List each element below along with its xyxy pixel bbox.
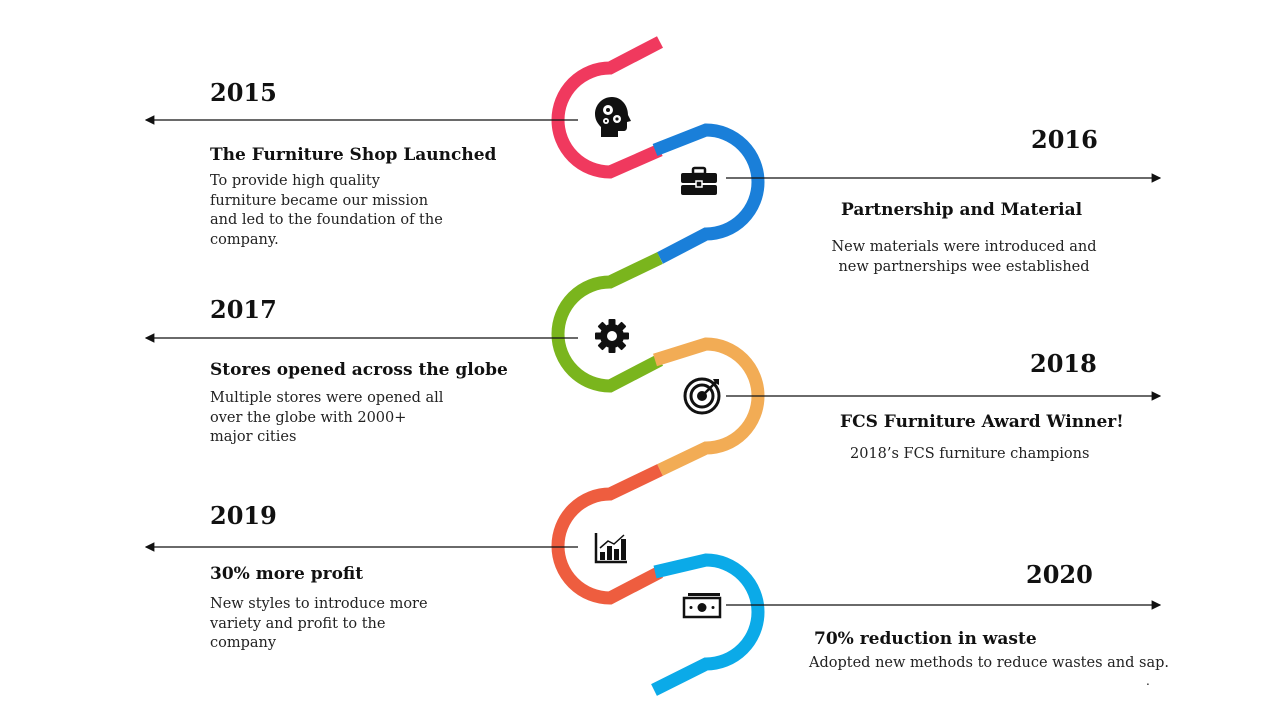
- title-2020: 70% reduction in waste: [814, 629, 1037, 649]
- curve-segment-2019: [551, 464, 663, 605]
- year-2020: 2020: [1026, 560, 1093, 589]
- target-icon: [683, 377, 721, 415]
- title-2018: FCS Furniture Award Winner!: [840, 412, 1124, 432]
- head-gears-icon: [595, 97, 631, 137]
- year-2019: 2019: [210, 501, 277, 530]
- title-2019: 30% more profit: [210, 564, 364, 584]
- gear-icon: [595, 319, 629, 353]
- year-2016: 2016: [1031, 125, 1098, 154]
- year-2018: 2018: [1030, 349, 1097, 378]
- year-2017: 2017: [210, 295, 277, 324]
- title-2016: Partnership and Material: [841, 200, 1083, 220]
- description-2017: Multiple stores were opened all over the…: [210, 390, 444, 445]
- description-2018: 2018’s FCS furniture champions: [850, 446, 1090, 462]
- title-2017: Stores opened across the globe: [210, 360, 508, 380]
- briefcase-icon: [681, 166, 717, 195]
- footer-mark: .: [1146, 674, 1150, 688]
- curve-segment-2020: [651, 553, 765, 696]
- money-icon: [682, 593, 722, 619]
- description-2015: To provide high quality furniture became…: [210, 173, 443, 248]
- year-2015: 2015: [210, 78, 277, 107]
- curve-segment-2016: [652, 123, 765, 264]
- bar-chart-icon: [594, 533, 627, 564]
- description-2016: New materials were introduced and new pa…: [831, 239, 1097, 275]
- description-2019: New styles to introduce more variety and…: [210, 596, 428, 651]
- title-2015: The Furniture Shop Launched: [210, 145, 497, 165]
- description-2020: Adopted new methods to reduce wastes and…: [809, 655, 1169, 671]
- curve-segment-2017: [551, 252, 663, 393]
